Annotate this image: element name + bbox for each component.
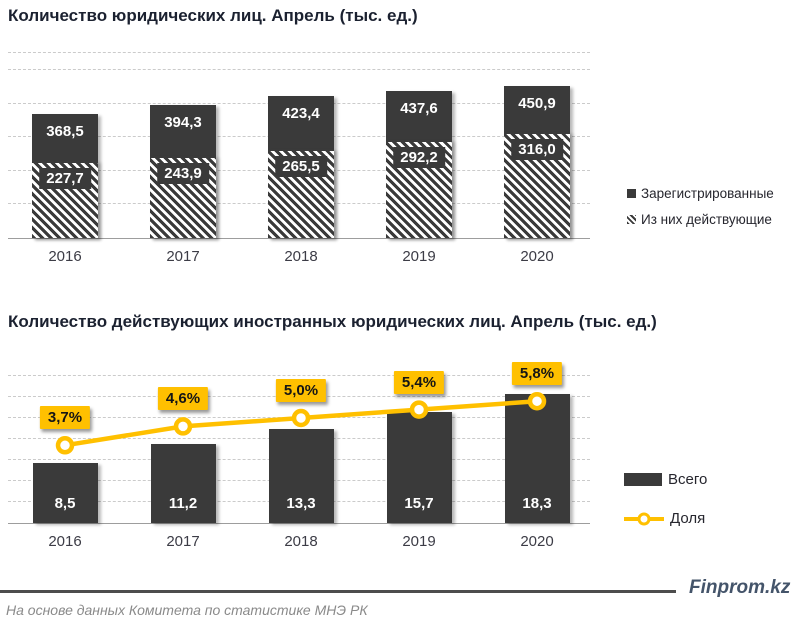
x-axis-label-2020: 2020	[520, 533, 554, 550]
bar-total-2019	[386, 412, 452, 523]
bar-value-label: 423,4	[282, 104, 320, 122]
gridline	[8, 68, 590, 70]
bar-value-label: 368,5	[46, 123, 84, 140]
gridline	[8, 375, 590, 376]
share-point-marker	[409, 400, 429, 419]
gridline	[8, 52, 590, 53]
bar-active-value-label: 265,5	[275, 155, 327, 177]
share-value-callout: 4,6%	[157, 387, 209, 411]
chart1-title: Количество юридических лиц. Апрель (тыс.…	[8, 6, 418, 25]
bar-value-label: 450,9	[518, 95, 556, 113]
bar-total-2018	[268, 429, 334, 523]
bar-swatch-icon	[624, 473, 662, 486]
bar-total-2016	[32, 463, 98, 523]
bar-value-label: 18,3	[522, 495, 552, 512]
x-axis-label-2019: 2019	[402, 533, 436, 550]
legend-label-active: Из них действующие	[641, 212, 772, 227]
share-point-marker	[291, 408, 311, 428]
chart1-plot: 368,5 227,7 2016 394,3 243,9 2017 423,4 265,5 20…	[8, 52, 590, 265]
share-value-callout: 5,8%	[511, 362, 563, 386]
share-line-chart	[55, 391, 547, 455]
footer-divider	[0, 590, 676, 593]
x-axis-label-2020: 2020	[520, 248, 554, 265]
bar-active-value-label: 292,2	[393, 146, 445, 168]
legend-item-active: Из них действующие	[627, 212, 774, 227]
bar-value-label: 15,7	[404, 495, 434, 512]
legend-item-share: Доля	[624, 510, 707, 527]
bar-value-label: 8,5	[54, 495, 76, 512]
x-axis-label-2018: 2018	[284, 533, 318, 550]
bar-value-label: 437,6	[400, 99, 438, 117]
share-value-callout: 5,4%	[393, 370, 445, 394]
chart2-legend: Всего Доля	[624, 471, 707, 527]
legend-item-total: Всего	[624, 471, 707, 488]
bar-value-label: 11,2	[168, 495, 198, 512]
x-axis-label-2018: 2018	[284, 248, 318, 265]
x-axis-label-2016: 2016	[48, 248, 82, 265]
source-note: На основе данных Комитета по статистике …	[6, 602, 368, 618]
bar-total-2017	[150, 444, 216, 523]
legend-label-total: Всего	[668, 471, 708, 488]
share-point-marker	[55, 436, 75, 455]
solid-square-icon	[627, 189, 636, 198]
bar-active-value-label: 243,9	[157, 163, 209, 184]
x-axis-label-2019: 2019	[402, 248, 436, 265]
bar-active-value-label: 227,7	[39, 168, 91, 190]
legend-label-share: Доля	[670, 510, 706, 527]
bar-active-value-label: 316,0	[511, 138, 563, 160]
share-point-marker	[173, 417, 193, 436]
line-marker-icon	[624, 512, 664, 525]
share-value-callout: 3,7%	[39, 406, 91, 430]
chart2-plot: 8,5 2016 3,7% 11,2 2017 4,6% 13,3 2018 5,0% 15,7 2…	[8, 360, 590, 550]
legend-item-registered: Зарегистрированные	[627, 186, 774, 201]
hatched-square-icon	[627, 215, 636, 224]
x-axis-label-2017: 2017	[166, 533, 200, 550]
chart2-title: Количество действующих иностранных юриди…	[8, 312, 657, 331]
brand-logo: Finprom.kz	[689, 577, 791, 598]
x-axis-label-2017: 2017	[166, 248, 200, 265]
bar-total-2020	[504, 394, 570, 523]
bar-value-label: 394,3	[164, 114, 202, 132]
chart1-legend: Зарегистрированные Из них действующие	[627, 186, 774, 227]
bar-value-label: 13,3	[286, 495, 316, 512]
share-point-marker	[527, 391, 547, 411]
share-value-callout: 5,0%	[275, 379, 327, 402]
legend-label-registered: Зарегистрированные	[641, 186, 774, 201]
x-axis-label-2016: 2016	[48, 533, 82, 550]
